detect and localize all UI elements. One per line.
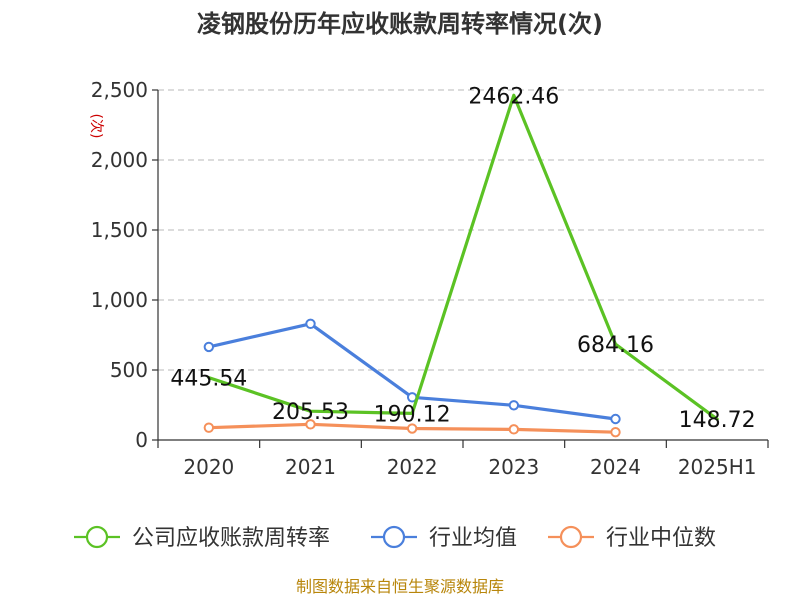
chart-title: 凌钢股份历年应收账款周转率情况(次) [197,10,603,38]
data-label: 205.53 [272,400,349,425]
series-marker [610,426,621,438]
data-label: 148.72 [679,408,756,433]
series-marker [305,318,316,329]
series-marker [203,341,215,353]
x-tick-label: 2025H1 [678,455,757,479]
grid-lines [158,89,768,371]
y-tick-label: 1,000 [91,288,148,312]
data-label: 445.54 [170,367,247,392]
data-label: 2462.46 [468,84,559,109]
x-tick-label: 2023 [488,455,539,479]
data-label: 684.16 [577,333,654,358]
series-marker [406,423,418,434]
series-marker [508,400,520,411]
y-tick-label: 500 [110,358,148,382]
series-marker [610,413,621,425]
source-note: 制图数据来自恒生聚源数据库 [296,577,504,596]
y-tick-label: 1,500 [91,218,148,242]
axes: 0 500 1,000 1,500 2,000 2,500 2020 2021 2022 2023… [91,78,769,479]
y-tick-label: 2,000 [91,148,148,172]
legend-label: 公司应收账款周转率 [132,526,330,551]
series-line [207,93,719,421]
x-tick-label: 2024 [590,455,641,479]
series-marker [203,422,215,433]
legend: 公司应收账款周转率 行业均值 行业中位数 [74,525,716,551]
legend-swatch-marker [559,525,583,549]
legend-label: 行业中位数 [606,526,716,551]
x-tick-label: 2020 [183,455,234,479]
legend-swatch-marker [85,525,109,549]
series-marker [305,419,316,430]
x-tick-label: 2021 [285,455,336,479]
series-layer [203,93,719,438]
legend-label: 行业均值 [429,526,517,551]
data-label: 190.12 [374,402,451,427]
y-tick-label: 0 [135,428,148,452]
legend-swatch-marker [382,525,406,549]
x-tick-label: 2022 [387,455,438,479]
series-marker [508,424,520,435]
y-axis-label: (次) [88,114,104,139]
data-labels: 445.54 205.53 190.12 2462.46 684.16 148.72 [170,84,755,433]
y-tick-label: 2,500 [91,78,148,102]
